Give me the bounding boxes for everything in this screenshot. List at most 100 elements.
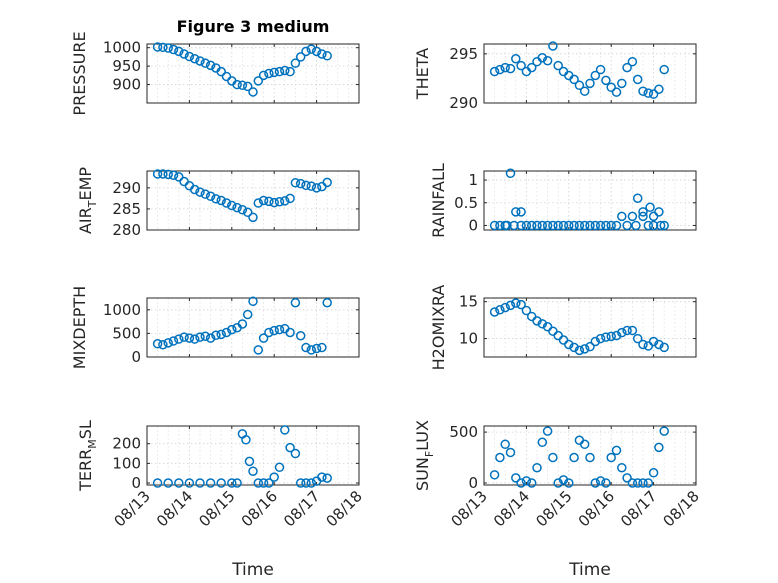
data-point [500, 62, 510, 73]
data-point [232, 79, 242, 90]
data-point [502, 220, 512, 231]
data-point [537, 319, 548, 329]
y-tick-label: 0 [468, 216, 478, 234]
data-point [601, 75, 611, 86]
data-point [574, 220, 585, 231]
data-point [200, 331, 211, 341]
data-point [253, 198, 264, 208]
data-point [152, 478, 163, 488]
y-tick-label: 0 [468, 474, 478, 492]
data-point [152, 42, 163, 52]
data-point [211, 194, 221, 204]
data-series [489, 426, 669, 488]
subplot-sun-flux: 08/13 08/14 08/15 08/16 08/17 08/18 0 500 SUNFLU… [413, 420, 703, 580]
data-point [590, 336, 601, 347]
data-point [579, 220, 590, 231]
data-point [322, 51, 332, 61]
data-point [654, 84, 664, 94]
data-point [645, 202, 655, 213]
y-tick-label: 500 [449, 423, 478, 441]
data-point [659, 426, 669, 436]
data-point [595, 220, 606, 231]
data-point [317, 342, 327, 353]
y-axis-label: TERRMSL [76, 420, 99, 492]
data-point [152, 169, 163, 179]
data-point [495, 220, 505, 231]
data-point [189, 184, 200, 195]
data-point [295, 52, 306, 62]
data-point [295, 178, 306, 189]
data-point [632, 74, 643, 85]
y-tick-label: 200 [112, 435, 141, 453]
x-tick-label: 08/13 [448, 487, 491, 530]
data-point [290, 448, 301, 459]
data-point [163, 169, 173, 180]
data-point [306, 44, 317, 54]
y-axis-label-part: LUX [413, 420, 432, 451]
data-point [163, 43, 173, 53]
y-tick-label: 1 [468, 171, 478, 189]
data-point [274, 197, 285, 207]
data-point [489, 470, 500, 480]
data-point [606, 220, 616, 231]
data-series [152, 42, 332, 97]
x-tick-label: 08/18 [660, 487, 703, 530]
data-point [285, 442, 295, 453]
y-tick-label: 290 [449, 94, 478, 112]
data-point [274, 66, 285, 77]
data-point [585, 452, 595, 463]
data-point [617, 462, 627, 473]
data-point [269, 67, 279, 78]
x-tick-label: 08/16 [238, 487, 281, 530]
y-tick-label: 1000 [103, 39, 141, 57]
data-point [237, 80, 248, 91]
data-point [537, 220, 548, 231]
data-point [579, 344, 590, 354]
data-point [516, 207, 526, 217]
data-point [168, 44, 179, 55]
data-point [244, 456, 255, 467]
data-point [269, 472, 279, 482]
data-point [248, 466, 258, 476]
y-tick-label: 0 [131, 348, 141, 366]
y-axis-label-part: SL [76, 420, 95, 439]
data-point [548, 220, 558, 231]
data-point [659, 64, 669, 75]
y-axis-label: THETA [413, 48, 432, 100]
data-point [601, 478, 611, 488]
data-point [548, 452, 558, 463]
data-point [322, 473, 332, 483]
axes-frame [483, 297, 697, 358]
data-point [301, 180, 311, 191]
y-tick-label: 1000 [103, 301, 141, 319]
data-point [511, 207, 521, 217]
data-point [227, 200, 237, 211]
data-point [174, 172, 184, 182]
data-point [205, 191, 216, 202]
axes-frame [146, 43, 360, 104]
y-tick-label: 290 [112, 179, 141, 197]
data-point [274, 324, 285, 335]
data-point [526, 62, 537, 73]
data-point [511, 54, 521, 64]
data-point [659, 342, 669, 353]
y-tick-label: 500 [112, 324, 141, 342]
axes-frame [146, 170, 360, 231]
data-point [622, 325, 632, 336]
data-point [648, 89, 659, 99]
data-point [301, 342, 311, 353]
data-point [216, 478, 226, 488]
data-point [495, 305, 505, 315]
y-axis-label-part: F [423, 451, 436, 457]
y-axis-label-part: PRESSURE [70, 31, 89, 115]
data-point [553, 478, 563, 488]
data-point [248, 87, 258, 97]
data-point [595, 64, 606, 75]
data-point [306, 478, 317, 488]
data-point [174, 46, 184, 57]
data-point [242, 207, 253, 218]
x-tick-label: 08/14 [153, 487, 196, 530]
y-axis-label-part: RAINFALL [429, 163, 448, 238]
y-axis-label: PRESSURE [70, 31, 89, 115]
x-tick-label: 08/13 [111, 487, 154, 530]
